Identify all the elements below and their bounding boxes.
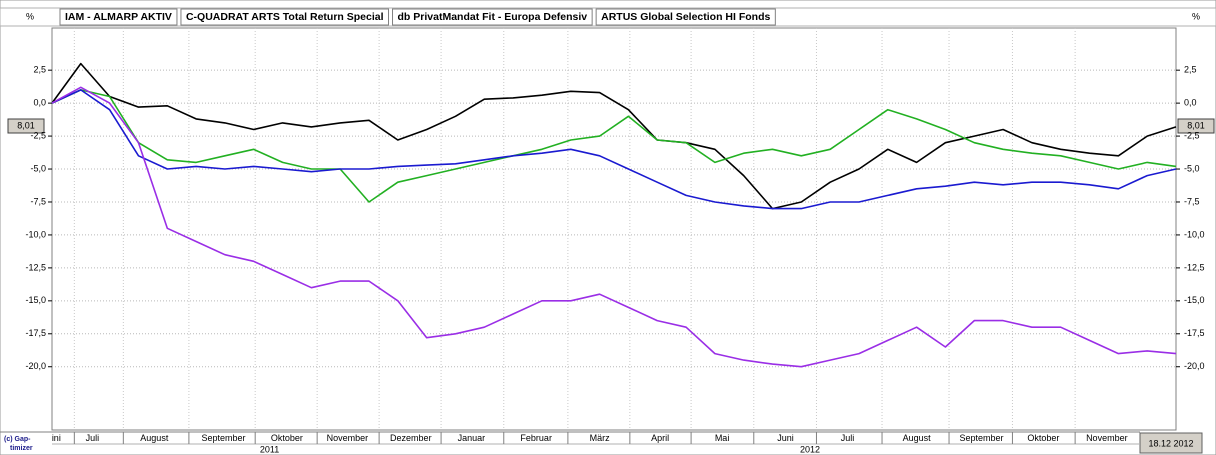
x-tick-label: August [903,433,932,443]
x-tick-label: Juni [777,433,794,443]
series-line [51,86,1177,368]
y-tick-label: -15,0 [25,295,46,305]
x-tick-label: Oktober [271,433,303,443]
x-tick-label: Oktober [1027,433,1059,443]
series-line [51,89,1177,203]
x-tick-label: April [651,433,669,443]
x-tick-label: September [201,433,245,443]
legend-box [392,8,593,26]
y-tick-label: -10,0 [25,229,46,239]
date-box [1139,432,1203,454]
y-tick-label: 2,5 [33,65,46,75]
legend-box [59,8,178,26]
x-tick-label: November [1086,433,1128,443]
y-tick-label: -12,5 [25,262,46,272]
credit: (c) Gap- [4,436,31,443]
x-tick-label: März [590,433,610,443]
legend: IAM - ALMARP AKTIV C-QUADRAT ARTS Total R… [59,8,776,26]
x-tick-label: September [959,433,1003,443]
legend-label: IAM - ALMARP AKTIV [65,11,172,23]
marker-box-right [1177,118,1215,134]
legend-label: db PrivatMandat Fit - Europa Defensiv [398,11,588,23]
y-tick-label: -5,0 [30,163,46,173]
y-tick-label: -10,0 [1184,229,1205,239]
series-line [51,89,1177,210]
x-tick-label: Februar [520,433,552,443]
y-tick-label: -2,5 [1184,130,1200,140]
y-tick-label: -2,5 [30,130,46,140]
x-tick-label: Juli [86,433,100,443]
y-tick-label: -17,5 [1184,328,1205,338]
y-tick-label: -20,0 [25,361,46,371]
y-tick-label: -20,0 [1184,361,1205,371]
year-label: 2011 [260,444,279,454]
x-tick-label: Juli [841,433,855,443]
x-tick-label: Januar [458,433,486,443]
credit: timizer [10,445,33,452]
series-line [51,62,1177,210]
x-tick-label: August [140,433,169,443]
y-tick-label: -15,0 [1184,295,1205,305]
legend-box [180,8,390,26]
y-tick-label: -12,5 [1184,262,1205,272]
date-label: 18.12 2012 [1148,438,1193,448]
y-tick-label: -7,5 [30,196,46,206]
plot-area [51,27,1177,431]
legend-label: ARTUS Global Selection HI Fonds [601,11,770,23]
x-tick-label: Dezember [390,433,432,443]
marker-label-left: 8,01 [17,120,35,130]
marker-box-left [7,118,45,134]
y-tick-label: 2,5 [1184,65,1197,75]
x-tick-label: ini [52,433,61,443]
y-tick-label: -17,5 [25,328,46,338]
legend-box [595,8,776,26]
marker-label-right: 8,01 [1187,120,1205,130]
y-tick-label: -7,5 [1184,196,1200,206]
year-label: 2012 [800,444,820,454]
legend-bar [0,7,1216,27]
x-tick-label: Mai [715,433,730,443]
y-tick-label: -5,0 [1184,163,1200,173]
unit-right: % [1192,11,1200,21]
x-tick-label: November [327,433,369,443]
legend-label: C-QUADRAT ARTS Total Return Special [186,11,384,23]
unit-left: % [26,11,34,21]
y-tick-label: 0,0 [1184,98,1197,108]
y-tick-label: 0,0 [33,98,46,108]
